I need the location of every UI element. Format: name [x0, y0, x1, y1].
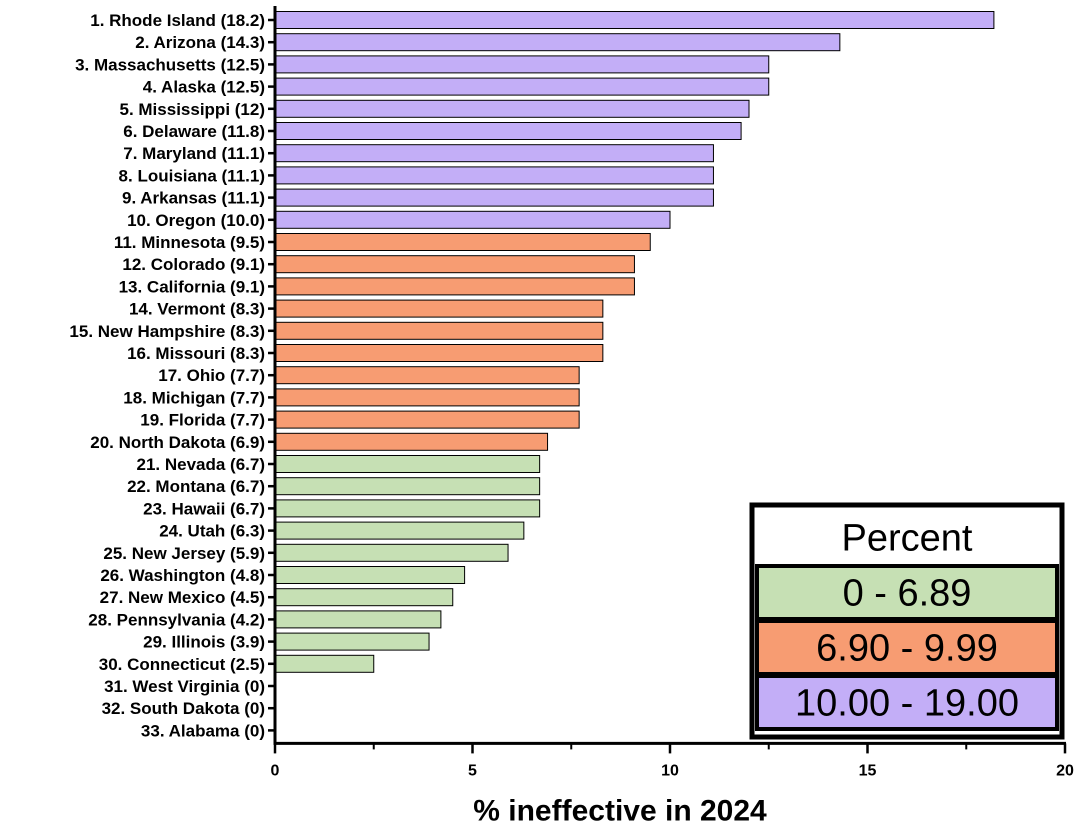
category-label: 23. Hawaii (6.7)	[143, 499, 265, 518]
bar	[274, 33, 841, 52]
category-label: 18. Michigan (7.7)	[123, 388, 265, 407]
bar	[274, 144, 714, 163]
category-label: 27. New Mexico (4.5)	[100, 588, 265, 607]
category-label: 1. Rhode Island (18.2)	[90, 11, 265, 30]
category-label: 17. Ohio (7.7)	[158, 366, 265, 385]
bar	[274, 566, 466, 584]
bar	[274, 410, 580, 429]
category-label: 15. New Hampshire (8.3)	[69, 322, 265, 341]
bar	[274, 99, 750, 118]
bar	[274, 344, 604, 362]
bar	[274, 632, 430, 651]
x-axis-title: % ineffective in 2024	[473, 794, 767, 827]
legend-swatch	[755, 564, 1059, 621]
category-label: 13. California (9.1)	[119, 277, 265, 296]
category-labels: 1. Rhode Island (18.2) 2. Arizona (14.3) 3…	[69, 11, 265, 740]
bar	[274, 588, 454, 607]
x-tick-label: 10	[661, 762, 679, 779]
category-label: 30. Connecticut (2.5)	[99, 655, 265, 674]
category-label: 21. Nevada (6.7)	[136, 455, 265, 474]
category-label: 25. New Jersey (5.9)	[103, 544, 265, 563]
bar	[274, 432, 549, 451]
bar	[274, 166, 714, 185]
category-label: 7. Maryland (11.1)	[123, 144, 265, 163]
category-label: 32. South Dakota (0)	[102, 699, 265, 718]
x-tick-label: 20	[1056, 762, 1074, 779]
bar	[274, 388, 580, 407]
category-label: 20. North Dakota (6.9)	[90, 433, 265, 452]
category-label: 19. Florida (7.7)	[140, 411, 265, 430]
category-label: 14. Vermont (8.3)	[129, 300, 265, 319]
category-label: 5. Mississippi (12)	[120, 100, 266, 119]
bar	[274, 654, 375, 673]
bar	[274, 233, 651, 251]
bar	[274, 521, 525, 540]
bar	[274, 277, 635, 296]
bar	[274, 255, 635, 274]
bar	[274, 299, 604, 318]
category-label: 26. Washington (4.8)	[100, 566, 265, 585]
bar	[274, 610, 442, 629]
category-label: 22. Montana (6.7)	[127, 477, 265, 496]
category-label: 24. Utah (6.3)	[159, 522, 265, 541]
bar	[274, 122, 742, 140]
legend: Percent 0 - 6.89 6.90 - 9.99 10.00 - 19.00	[749, 502, 1065, 740]
x-tick-label: 15	[859, 762, 877, 779]
bar	[274, 477, 541, 496]
category-label: 16. Missouri (8.3)	[127, 344, 265, 363]
bar	[274, 499, 541, 518]
category-label: 28. Pennsylvania (4.2)	[88, 610, 265, 629]
bar	[274, 55, 770, 74]
category-label: 11. Minnesota (9.5)	[114, 233, 265, 252]
category-label: 2. Arizona (14.3)	[135, 33, 265, 52]
category-label: 3. Massachusetts (12.5)	[75, 55, 265, 74]
category-label: 9. Arkansas (11.1)	[122, 189, 265, 208]
bar	[274, 455, 541, 473]
bar	[274, 77, 770, 96]
bar	[274, 321, 604, 340]
bar	[274, 210, 671, 229]
bar	[274, 543, 509, 562]
category-label: 6. Delaware (11.8)	[123, 122, 265, 141]
category-label: 8. Louisiana (11.1)	[119, 166, 265, 185]
legend-entry-label: 0 - 6.89	[843, 573, 972, 615]
bar	[274, 188, 714, 207]
category-label: 12. Colorado (9.1)	[122, 255, 265, 274]
axes-group: 0 5 10 15 20	[268, 6, 1074, 779]
category-label: 10. Oregon (10.0)	[127, 211, 265, 230]
x-tick-label: 0	[271, 762, 280, 779]
category-label: 29. Illinois (3.9)	[143, 633, 265, 652]
legend-title: Percent	[842, 518, 973, 560]
bar	[274, 366, 580, 385]
legend-swatch	[755, 674, 1059, 731]
category-label: 4. Alaska (12.5)	[143, 78, 265, 97]
bar	[274, 11, 995, 29]
x-tick-label: 5	[468, 762, 477, 779]
legend-entry-label: 6.90 - 9.99	[816, 628, 998, 670]
category-label: 33. Alabama (0)	[141, 721, 265, 740]
legend-entry-label: 10.00 - 19.00	[795, 683, 1019, 725]
category-label: 31. West Virginia (0)	[104, 677, 265, 696]
